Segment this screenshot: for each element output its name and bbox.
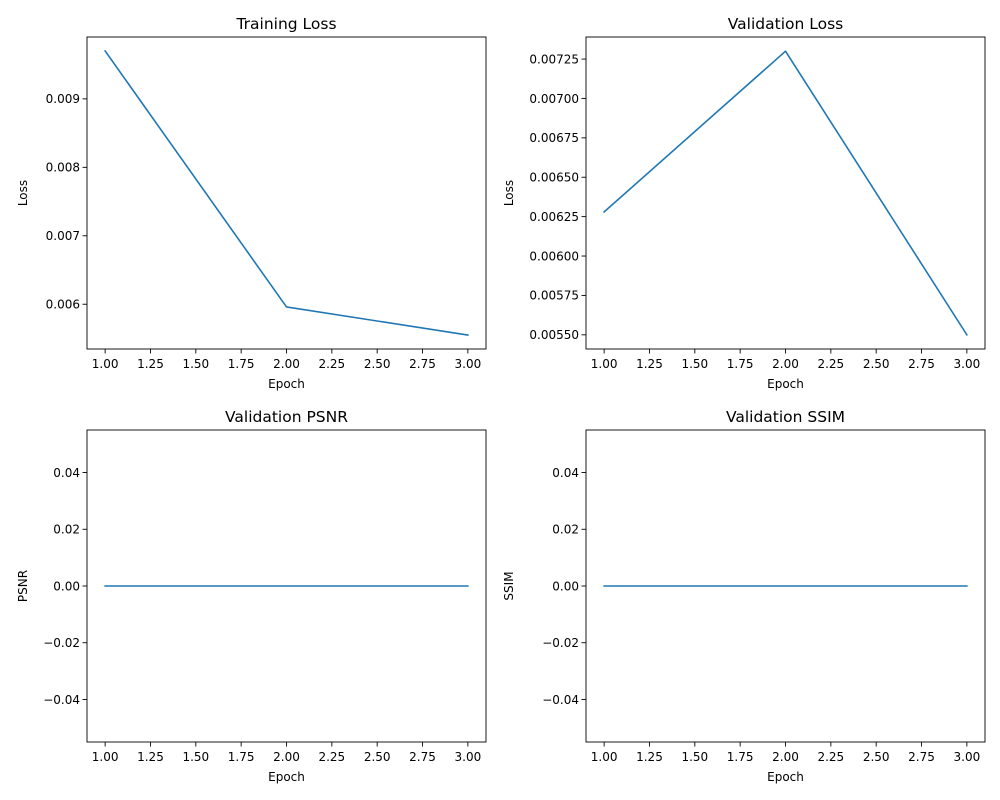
x-tick-label: 2.50 bbox=[863, 750, 890, 764]
x-tick-label: 1.75 bbox=[228, 357, 255, 371]
y-axis-label: Loss bbox=[16, 180, 30, 206]
x-tick-label: 1.50 bbox=[182, 357, 209, 371]
y-tick-label: 0.009 bbox=[46, 92, 80, 106]
axes-frame bbox=[86, 429, 487, 743]
x-tick-label: 2.25 bbox=[817, 357, 844, 371]
subplot-validation-ssim: Validation SSIM 1.00 1.25 1.50 1.75 2.00 2.25 2… bbox=[502, 408, 986, 784]
subplot-validation-psnr: Validation PSNR 1.00 1.25 1.50 1.75 2.00 2.25 2… bbox=[16, 408, 487, 784]
x-tick-label: 2.50 bbox=[364, 357, 391, 371]
y-tick-label: 0.02 bbox=[53, 523, 80, 537]
y-axis-label: PSNR bbox=[16, 570, 30, 602]
x-tick-label: 1.25 bbox=[137, 357, 164, 371]
chart-title: Validation SSIM bbox=[726, 408, 845, 426]
x-tick-label: 1.00 bbox=[591, 357, 618, 371]
x-tick-label: 2.25 bbox=[817, 750, 844, 764]
y-tick-label: 0.00650 bbox=[529, 171, 579, 185]
x-tick-label: 1.00 bbox=[92, 357, 119, 371]
x-tick-label: 2.75 bbox=[908, 750, 935, 764]
x-tick-label: 1.25 bbox=[636, 357, 663, 371]
x-tick-label: 1.75 bbox=[228, 750, 255, 764]
subplot-validation-loss: Validation Loss 1.00 1.25 1.50 1.75 2.00 2.25 2… bbox=[502, 15, 986, 391]
x-tick-label: 2.75 bbox=[908, 357, 935, 371]
x-tick-label: 1.75 bbox=[727, 750, 754, 764]
x-tick-label: 2.00 bbox=[273, 750, 300, 764]
x-tick-label: 3.00 bbox=[455, 750, 482, 764]
x-tick-label: 2.25 bbox=[318, 357, 345, 371]
x-tick-label: 2.25 bbox=[318, 750, 345, 764]
y-tick-label: 0.00725 bbox=[529, 52, 579, 66]
x-tick-label: 1.00 bbox=[92, 750, 119, 764]
y-tick-label: 0.04 bbox=[552, 466, 579, 480]
x-tick-label: 2.75 bbox=[409, 357, 436, 371]
x-axis-label: Epoch bbox=[767, 770, 804, 784]
x-axis-label: Epoch bbox=[268, 770, 305, 784]
axes-frame bbox=[585, 36, 986, 350]
x-tick-label: 1.00 bbox=[591, 750, 618, 764]
chart-title: Validation Loss bbox=[728, 15, 843, 33]
y-tick-label: −0.02 bbox=[43, 636, 80, 650]
x-tick-label: 1.50 bbox=[681, 750, 708, 764]
y-tick-label: 0.00575 bbox=[529, 289, 579, 303]
x-tick-label: 2.00 bbox=[772, 750, 799, 764]
chart-title: Validation PSNR bbox=[225, 408, 348, 426]
x-tick-label: 2.00 bbox=[772, 357, 799, 371]
y-tick-label: −0.04 bbox=[542, 693, 579, 707]
y-tick-label: 0.00 bbox=[53, 579, 80, 593]
x-tick-label: 3.00 bbox=[455, 357, 482, 371]
x-tick-label: 2.50 bbox=[364, 750, 391, 764]
x-axis-label: Epoch bbox=[268, 377, 305, 391]
axes-frame bbox=[86, 36, 487, 350]
y-tick-label: 0.00675 bbox=[529, 131, 579, 145]
x-tick-label: 1.75 bbox=[727, 357, 754, 371]
x-tick-label: 1.50 bbox=[681, 357, 708, 371]
y-tick-label: 0.006 bbox=[46, 298, 80, 312]
x-tick-label: 1.50 bbox=[182, 750, 209, 764]
chart-title: Training Loss bbox=[235, 15, 336, 33]
y-tick-label: 0.00700 bbox=[529, 92, 579, 106]
x-tick-label: 1.25 bbox=[137, 750, 164, 764]
x-axis-label: Epoch bbox=[767, 377, 804, 391]
x-tick-label: 2.50 bbox=[863, 357, 890, 371]
y-tick-label: −0.02 bbox=[542, 636, 579, 650]
y-tick-label: 0.00 bbox=[552, 579, 579, 593]
y-tick-label: 0.02 bbox=[552, 523, 579, 537]
y-tick-label: 0.00550 bbox=[529, 328, 579, 342]
x-tick-label: 3.00 bbox=[954, 357, 981, 371]
axes-frame bbox=[585, 429, 986, 743]
y-axis-label: Loss bbox=[502, 180, 516, 206]
x-tick-label: 2.00 bbox=[273, 357, 300, 371]
y-tick-label: 0.008 bbox=[46, 161, 80, 175]
y-tick-label: 0.00625 bbox=[529, 210, 579, 224]
x-tick-label: 2.75 bbox=[409, 750, 436, 764]
y-tick-label: −0.04 bbox=[43, 693, 80, 707]
x-tick-label: 3.00 bbox=[954, 750, 981, 764]
y-tick-label: 0.04 bbox=[53, 466, 80, 480]
subplot-training-loss: Training Loss 1.00 1.25 1.50 1.75 2.00 2.25 2.5… bbox=[16, 15, 487, 391]
y-tick-label: 0.00600 bbox=[529, 249, 579, 263]
y-axis-label: SSIM bbox=[502, 571, 516, 600]
y-tick-label: 0.007 bbox=[46, 229, 80, 243]
x-tick-label: 1.25 bbox=[636, 750, 663, 764]
